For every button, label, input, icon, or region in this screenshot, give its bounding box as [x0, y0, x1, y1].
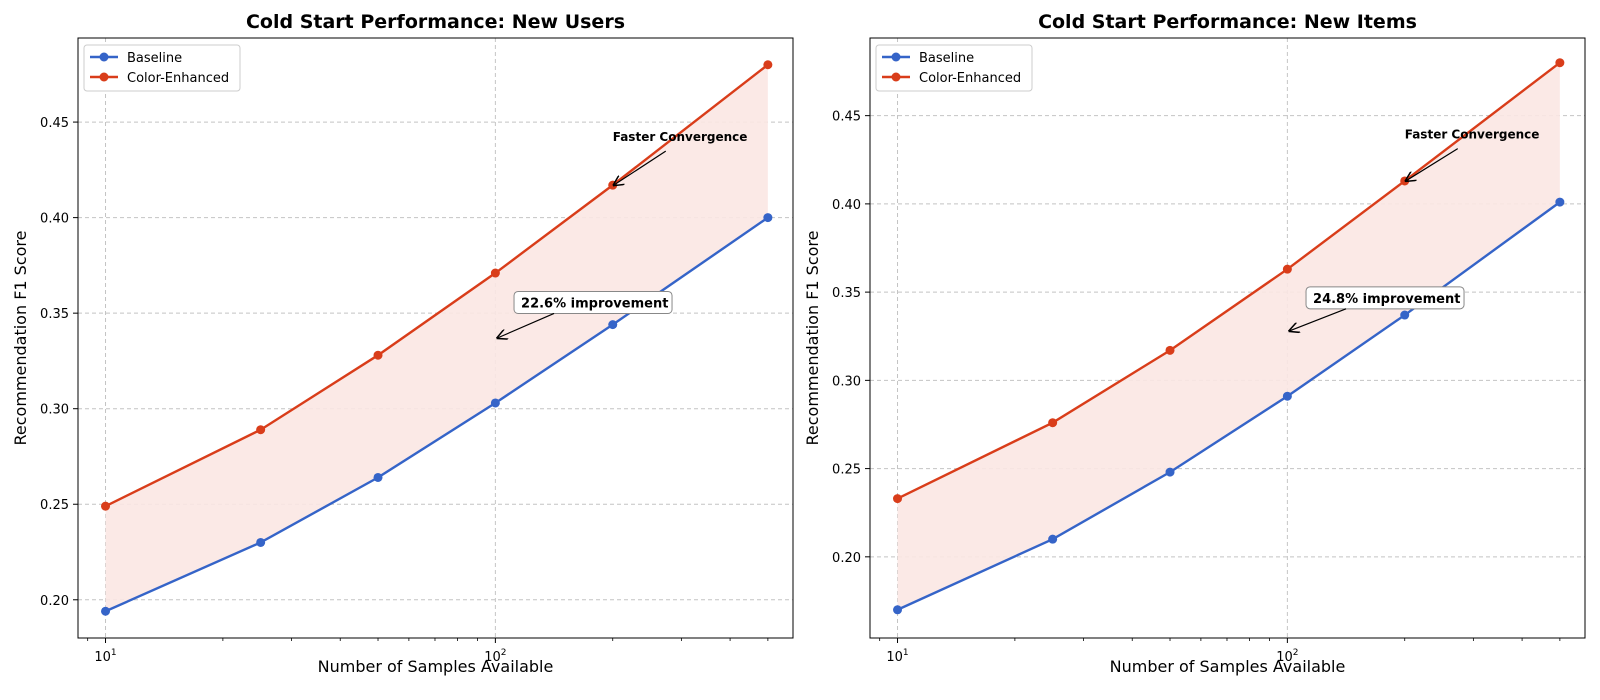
- x-tick-label: 101: [94, 648, 116, 665]
- chart-panel-2: 0.20 0.25 0.30 0.35 0.40 0.45 101 102 Cold Start…: [803, 11, 1586, 676]
- legend-label: Color-Enhanced: [919, 71, 1021, 86]
- annotation-1: Faster Convergence: [613, 130, 748, 185]
- annotation-arrow: [1289, 308, 1347, 331]
- data-point-baseline: [1555, 197, 1565, 207]
- chart-title: Cold Start Performance: New Users: [246, 11, 625, 33]
- y-tick-label: 0.30: [40, 403, 69, 418]
- annotation-text: Faster Convergence: [1405, 128, 1540, 142]
- x-tick-label: 101: [886, 648, 908, 665]
- improvement-fill: [105, 64, 768, 612]
- data-point-color-enhanced: [1282, 264, 1292, 274]
- data-point-color-enhanced: [256, 425, 266, 435]
- data-point-color-enhanced: [763, 60, 773, 70]
- chart-panel-1: 0.20 0.25 0.30 0.35 0.40 0.45 101 102 Cold Start…: [11, 11, 794, 676]
- x-tick-label: 102: [1276, 648, 1298, 665]
- legend: Baseline Color-Enhanced: [875, 44, 1033, 92]
- y-tick-label: 0.20: [40, 594, 69, 609]
- annotation-2: 24.8% improvement: [1289, 286, 1465, 331]
- x-tick-label: 102: [484, 648, 506, 665]
- annotation-arrow: [497, 312, 555, 338]
- annotation-text: 24.8% improvement: [1313, 292, 1460, 307]
- y-tick-label: 0.40: [40, 212, 69, 227]
- y-tick-label: 0.25: [40, 498, 69, 513]
- y-tick-label: 0.35: [40, 307, 69, 322]
- data-point-color-enhanced: [608, 180, 618, 190]
- x-axis-label: Number of Samples Available: [1110, 657, 1346, 676]
- data-point-baseline: [1400, 310, 1410, 320]
- y-axis-label: Recommendation F1 Score: [803, 231, 822, 446]
- annotation-arrow: [1406, 148, 1459, 181]
- data-point-color-enhanced: [1048, 418, 1058, 428]
- x-axis-label: Number of Samples Available: [318, 657, 554, 676]
- legend-label: Baseline: [919, 51, 974, 66]
- improvement-fill: [897, 62, 1560, 610]
- data-point-color-enhanced: [373, 350, 383, 360]
- y-tick-label: 0.30: [832, 374, 861, 389]
- legend-swatch-marker: [891, 52, 901, 62]
- legend-label: Baseline: [127, 51, 182, 66]
- data-point-color-enhanced: [1555, 58, 1565, 68]
- series-line-color-enhanced: [896, 61, 1561, 500]
- data-point-baseline: [256, 537, 266, 547]
- annotation-1: Faster Convergence: [1405, 128, 1540, 181]
- y-tick-label: 0.20: [832, 551, 861, 566]
- annotation-text: 22.6% improvement: [521, 296, 668, 311]
- legend-swatch-marker: [891, 72, 901, 82]
- annotation-box: [1305, 286, 1465, 310]
- annotation-arrow: [614, 150, 667, 185]
- data-point-color-enhanced: [893, 494, 903, 504]
- y-tick-label: 0.35: [832, 286, 861, 301]
- data-point-baseline: [608, 320, 618, 330]
- legend-label: Color-Enhanced: [127, 71, 229, 86]
- legend: Baseline Color-Enhanced: [83, 44, 241, 92]
- data-point-color-enhanced: [101, 501, 111, 511]
- y-tick-label: 0.45: [832, 110, 861, 125]
- series-line-color-enhanced: [104, 63, 769, 508]
- plot-frame: [77, 37, 794, 639]
- data-point-baseline: [373, 472, 383, 482]
- data-point-color-enhanced: [490, 268, 500, 278]
- data-point-color-enhanced: [1400, 176, 1410, 186]
- plot-frame: [869, 37, 1586, 639]
- data-point-baseline: [1165, 467, 1175, 477]
- legend-swatch-marker: [99, 52, 109, 62]
- data-point-baseline: [893, 605, 903, 615]
- chart-title: Cold Start Performance: New Items: [1038, 11, 1417, 33]
- y-tick-label: 0.25: [832, 463, 861, 478]
- data-point-baseline: [1282, 391, 1292, 401]
- data-point-baseline: [1048, 534, 1058, 544]
- data-point-color-enhanced: [1165, 345, 1175, 355]
- y-tick-label: 0.45: [40, 116, 69, 131]
- annotation-box: [513, 290, 673, 314]
- data-point-baseline: [101, 606, 111, 616]
- annotation-text: Faster Convergence: [613, 130, 748, 144]
- y-axis-label: Recommendation F1 Score: [11, 231, 30, 446]
- data-point-baseline: [763, 213, 773, 223]
- legend-box: [875, 44, 1033, 92]
- legend-swatch-marker: [99, 72, 109, 82]
- legend-box: [83, 44, 241, 92]
- data-point-baseline: [490, 398, 500, 408]
- annotation-2: 22.6% improvement: [497, 290, 673, 338]
- y-tick-label: 0.40: [832, 198, 861, 213]
